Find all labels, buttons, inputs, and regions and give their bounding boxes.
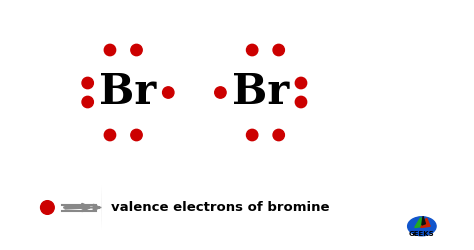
- Ellipse shape: [273, 44, 284, 56]
- Ellipse shape: [295, 96, 307, 108]
- Ellipse shape: [295, 77, 307, 89]
- Ellipse shape: [131, 44, 142, 56]
- Ellipse shape: [104, 129, 116, 141]
- Ellipse shape: [82, 96, 93, 108]
- Ellipse shape: [131, 129, 142, 141]
- Ellipse shape: [104, 44, 116, 56]
- Text: Br: Br: [100, 72, 156, 114]
- Ellipse shape: [41, 201, 54, 214]
- Polygon shape: [415, 218, 424, 228]
- FancyArrowPatch shape: [94, 205, 99, 210]
- Ellipse shape: [273, 129, 284, 141]
- Polygon shape: [421, 218, 430, 228]
- Ellipse shape: [246, 44, 258, 56]
- Text: GEEKS: GEEKS: [409, 231, 435, 237]
- Polygon shape: [422, 216, 425, 225]
- Ellipse shape: [246, 129, 258, 141]
- Ellipse shape: [215, 87, 226, 98]
- Ellipse shape: [408, 217, 436, 236]
- FancyArrowPatch shape: [64, 185, 101, 230]
- Text: Br: Br: [232, 72, 289, 114]
- Ellipse shape: [82, 77, 93, 89]
- Text: valence electrons of bromine: valence electrons of bromine: [111, 201, 330, 214]
- Ellipse shape: [163, 87, 174, 98]
